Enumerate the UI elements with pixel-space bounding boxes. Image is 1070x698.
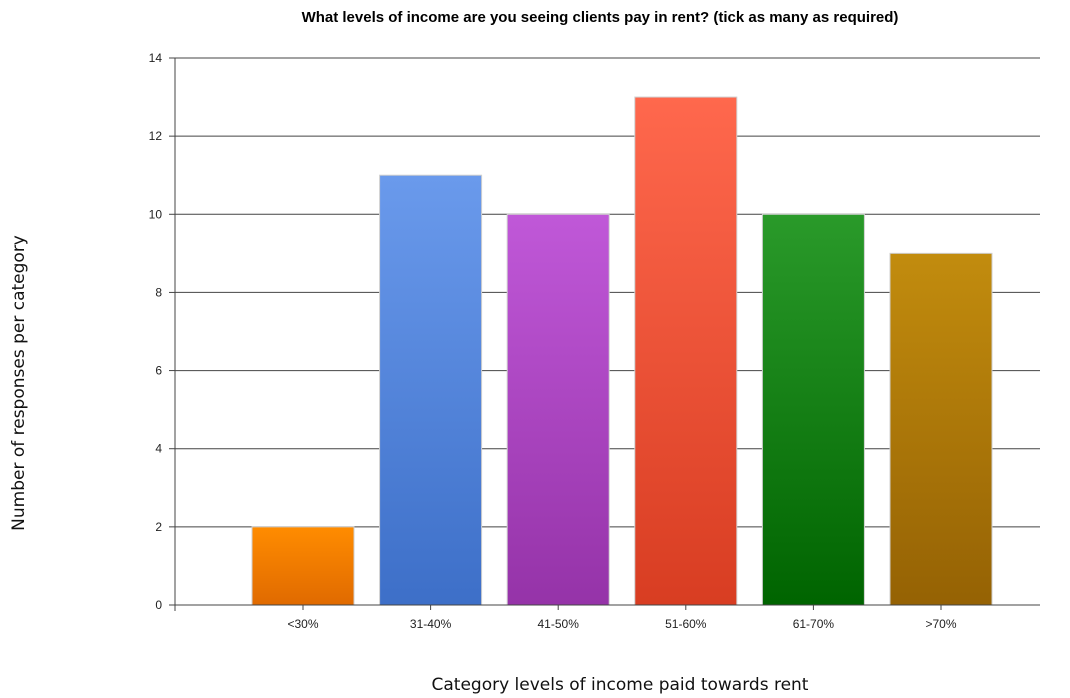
y-tick-label: 2: [155, 520, 162, 534]
bar-6: [889, 252, 993, 606]
y-tick-label: 6: [155, 364, 162, 378]
y-tick-label: 8: [155, 285, 162, 299]
bars: [251, 96, 993, 606]
y-axis-label: Number of responses per category: [9, 235, 29, 531]
bar-4: [634, 96, 738, 606]
chart-title: What levels of income are you seeing cli…: [302, 9, 899, 26]
y-tick-labels: 0 2 4 6 8 10 12 14: [149, 51, 163, 612]
x-tick-label: 51-60%: [665, 617, 707, 631]
y-tick-label: 10: [149, 207, 163, 221]
x-tick-label: >70%: [925, 617, 956, 631]
bar-2: [379, 174, 483, 606]
axes: [174, 58, 1040, 611]
bar-1: [251, 526, 355, 606]
x-tick-labels: <30% 31-40% 41-50% 51-60% 61-70% >70%: [287, 617, 956, 631]
x-tick-label: 41-50%: [538, 617, 580, 631]
x-axis-label: Category levels of income paid towards r…: [432, 675, 809, 695]
bar-5: [761, 213, 865, 606]
x-tick-label: 31-40%: [410, 617, 452, 631]
y-tick-label: 12: [149, 129, 163, 143]
y-tick-label: 14: [149, 51, 163, 65]
y-tick-label: 4: [155, 442, 162, 456]
x-tick-label: 61-70%: [793, 617, 835, 631]
x-tick-label: <30%: [287, 617, 318, 631]
y-tick-label: 0: [155, 598, 162, 612]
bar-3: [506, 213, 610, 606]
